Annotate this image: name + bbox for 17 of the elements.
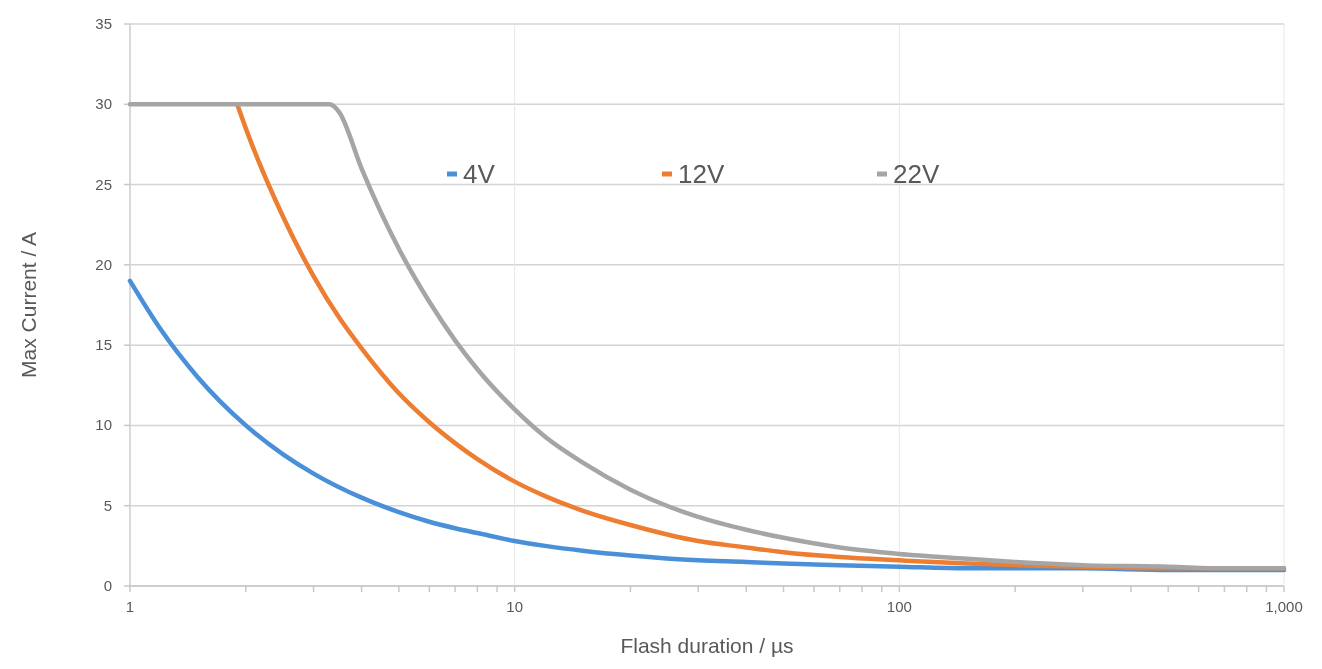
y-tick-label: 15 (95, 336, 112, 354)
y-axis-title: Max Current / A (17, 232, 40, 378)
x-tick-label: 1 (125, 598, 135, 615)
y-tick-label: 30 (95, 95, 112, 113)
y-tick-label: 20 (95, 255, 112, 273)
legend-label: 12V (678, 159, 725, 189)
x-tick-label: 100 (886, 598, 912, 615)
y-tick-label: 0 (103, 577, 112, 594)
x-axis-title: Flash duration / µs (620, 634, 794, 657)
y-tick-label: 25 (95, 175, 112, 193)
legend-label: 4V (463, 159, 496, 189)
y-tick-label: 5 (103, 496, 112, 514)
y-tick-label: 35 (95, 15, 112, 32)
y-tick-label: 10 (95, 416, 112, 434)
legend-label: 22V (893, 159, 940, 189)
x-tick-label: 1,000 (1265, 598, 1303, 615)
x-tick-label: 10 (506, 598, 524, 615)
